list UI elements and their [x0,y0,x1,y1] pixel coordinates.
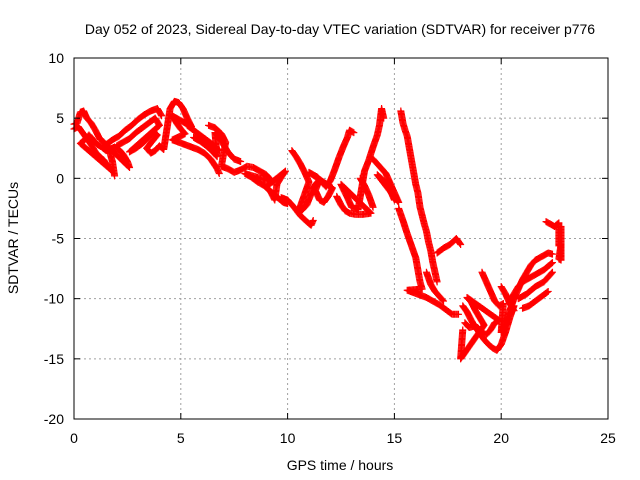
data-point [111,172,119,180]
data-point [454,310,462,318]
data-point [157,111,165,119]
data-point [544,287,552,295]
y-axis-ticks: -20 -15 -10 -5 0 5 10 [44,50,608,427]
x-tick-label: 20 [493,430,509,446]
x-axis-ticks: 0 5 10 15 20 25 [70,58,616,446]
y-tick-label: -10 [44,291,64,307]
data-point [309,216,317,224]
data-point [349,128,357,136]
data-point [350,129,358,137]
data-point [215,170,223,178]
data-point [543,288,551,296]
x-tick-label: 25 [600,430,616,446]
x-tick-label: 5 [177,430,185,446]
data-point [557,222,565,230]
data-point [369,203,377,211]
data-point [548,259,556,267]
data-point [439,296,447,304]
data-point [237,157,245,165]
x-axis-label: GPS time / hours [287,457,394,473]
data-point [548,269,556,277]
x-tick-label: 0 [70,430,78,446]
data-point [390,196,398,204]
y-tick-label: -20 [44,411,64,427]
data-point [440,297,448,305]
data-point [459,326,467,334]
y-tick-label: -15 [44,351,64,367]
data-point [457,241,465,249]
data-point [548,268,556,276]
x-tick-label: 15 [387,430,403,446]
y-tick-label: -5 [52,231,65,247]
y-tick-label: 10 [48,50,64,66]
data-point [158,112,166,120]
y-tick-label: 5 [56,110,64,126]
data-point [380,114,388,122]
data-point [548,259,556,267]
data-point [433,278,441,286]
y-axis-label: SDTVAR / TECUs [5,182,21,294]
data-point [509,306,517,314]
data-point [547,260,555,268]
data-points [70,97,565,363]
data-point [456,240,464,248]
data-point [548,250,556,258]
data-point [510,307,518,315]
x-tick-label: 10 [280,430,296,446]
y-tick-label: 0 [56,170,64,186]
chart-title: Day 052 of 2023, Sidereal Day-to-day VTE… [85,21,595,37]
